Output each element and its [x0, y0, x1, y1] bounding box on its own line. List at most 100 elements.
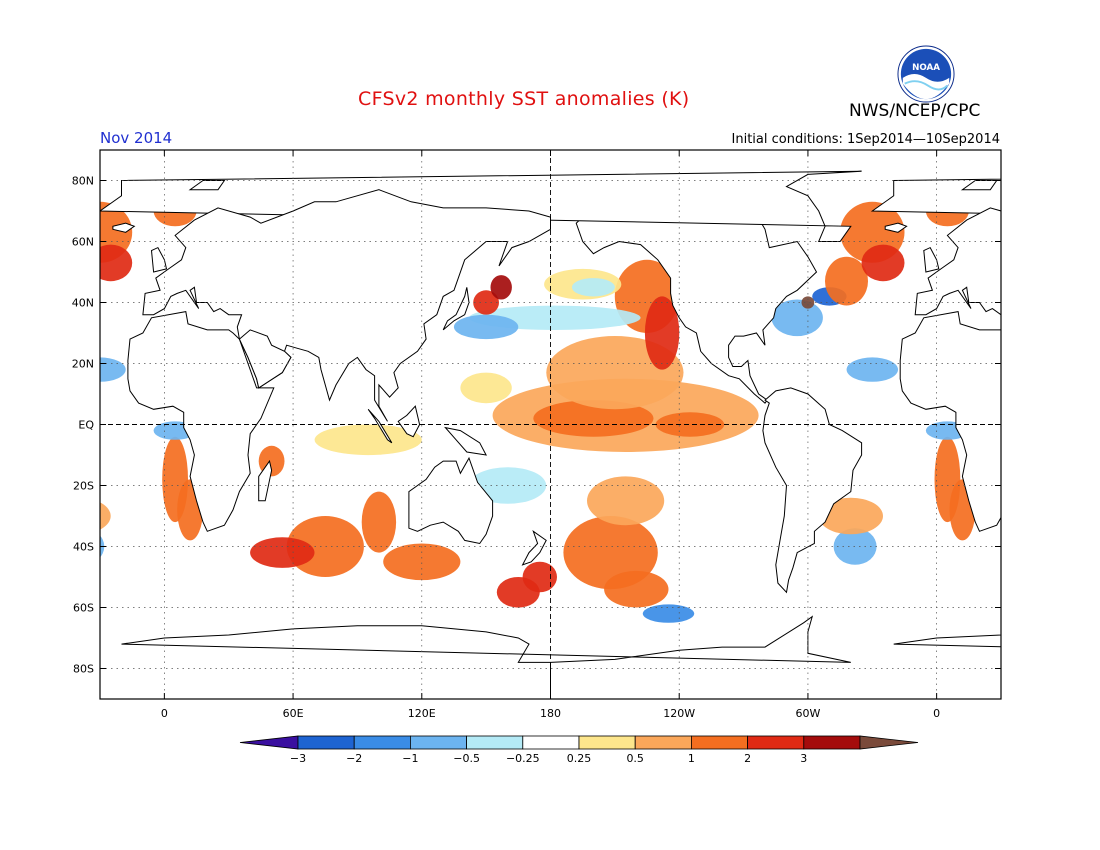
lat-label: 60N [72, 236, 94, 249]
anomaly-patch [533, 400, 654, 437]
colorbar-segment [691, 735, 749, 750]
anomaly-patch [861, 244, 905, 282]
anomaly-patch [453, 314, 519, 340]
antarctica [893, 634, 1001, 648]
anomaly-patch [100, 244, 133, 282]
colorbar-label: 3 [800, 752, 807, 765]
colorbar: −3 −2 −1 −0.5 −0.25 0.25 0.5 1 2 3 [239, 735, 919, 765]
colorbar-label: 0.25 [567, 752, 592, 765]
anomaly-patch [563, 516, 658, 590]
colorbar-label: −1 [402, 752, 418, 765]
anomaly-patch [655, 412, 725, 437]
africa [899, 311, 1001, 532]
anomaly-patch [250, 537, 315, 568]
grid-lines [100, 150, 1001, 699]
lon-label: 180 [540, 707, 561, 720]
south-america [762, 387, 863, 594]
lat-label: 40N [72, 297, 94, 310]
colorbar-label: −0.25 [506, 752, 540, 765]
anomaly-patch [642, 604, 695, 623]
colorbar-segment [353, 735, 411, 750]
lat-label: 20N [72, 358, 94, 371]
colorbar-segment [466, 735, 524, 750]
colorbar-segment [409, 735, 467, 750]
colorbar-min-arrow [239, 735, 299, 750]
colorbar-segment [747, 735, 805, 750]
new-guinea [444, 426, 488, 456]
anomaly-patch [522, 561, 557, 593]
antarctica [0, 617, 79, 699]
anomaly-patch [571, 278, 615, 297]
anomaly-patch [460, 372, 512, 404]
colorbar-segment [578, 735, 636, 750]
iceland [112, 222, 136, 233]
british-isles [150, 246, 168, 273]
noaa-logo-text: NOAA [912, 63, 940, 73]
anomaly-patch [846, 357, 898, 382]
lat-label: 40S [73, 541, 94, 554]
colorbar-label: −3 [290, 752, 306, 765]
anomaly-patch [383, 543, 461, 581]
eurasia [142, 189, 551, 422]
lat-label: 80S [73, 663, 94, 676]
anomaly-field [100, 189, 976, 623]
anomaly-patch [644, 296, 680, 370]
colorbar-label: 0.5 [626, 752, 644, 765]
lon-label: 0 [933, 707, 940, 720]
lat-label: 60S [73, 602, 94, 615]
anomaly-patch [490, 275, 512, 300]
north-america [0, 202, 44, 403]
svalbard [188, 180, 226, 191]
lat-label: 20S [73, 480, 94, 493]
colorbar-segment [297, 735, 355, 750]
colorbar-max-arrow [859, 735, 919, 750]
anomaly-patch [314, 424, 422, 456]
sumatra [367, 408, 393, 444]
colorbar-label: 2 [744, 752, 751, 765]
japan [442, 287, 470, 331]
greenland [100, 170, 862, 242]
madagascar [1031, 461, 1044, 501]
anomaly-patch [833, 528, 877, 565]
lon-label: 120E [408, 707, 436, 720]
lat-label: 80N [72, 175, 94, 188]
org-label: NWS/NCEP/CPC [849, 101, 981, 121]
noaa-logo: NOAA [897, 45, 955, 103]
axis-ticks [100, 150, 1001, 699]
anomaly-patch [587, 476, 665, 526]
british-isles [923, 246, 940, 273]
north-america [575, 201, 818, 404]
colorbar-segment [803, 735, 861, 750]
lat-label: EQ [78, 419, 94, 432]
anomaly-patch [801, 296, 815, 309]
lon-label: 60E [283, 707, 304, 720]
antarctica [121, 615, 851, 699]
forecast-month: Nov 2014 [100, 129, 173, 147]
axis-labels: 80N 60N 40N 20N EQ 20S 40S 60S 80S 0 60E 120E 180 120… [72, 175, 940, 721]
continent-outlines [0, 170, 1063, 699]
lon-label: 120W [663, 707, 695, 720]
africa [127, 311, 275, 532]
borneo [397, 405, 421, 438]
anomaly-patch [771, 299, 823, 337]
anomaly-patch [100, 502, 111, 530]
arabia [238, 329, 292, 389]
anomaly-patch [604, 570, 669, 608]
map-title: CFSv2 monthly SST anomalies (K) [358, 88, 690, 110]
australia [408, 456, 494, 545]
new-zealand [521, 529, 547, 566]
colorbar-segment [522, 735, 580, 750]
initial-conditions: Initial conditions: 1Sep2014—10Sep2014 [731, 132, 1000, 147]
anomaly-patch [825, 256, 868, 306]
colorbar-label: −2 [346, 752, 362, 765]
lon-label: 0 [161, 707, 168, 720]
anomaly-patch [818, 497, 883, 535]
arabia [1012, 330, 1063, 388]
lon-label: 60W [795, 707, 820, 720]
colorbar-label: 1 [688, 752, 695, 765]
madagascar [258, 459, 273, 502]
colorbar-segment [634, 735, 692, 750]
iceland [884, 222, 908, 233]
colorbar-label: −0.5 [453, 752, 480, 765]
